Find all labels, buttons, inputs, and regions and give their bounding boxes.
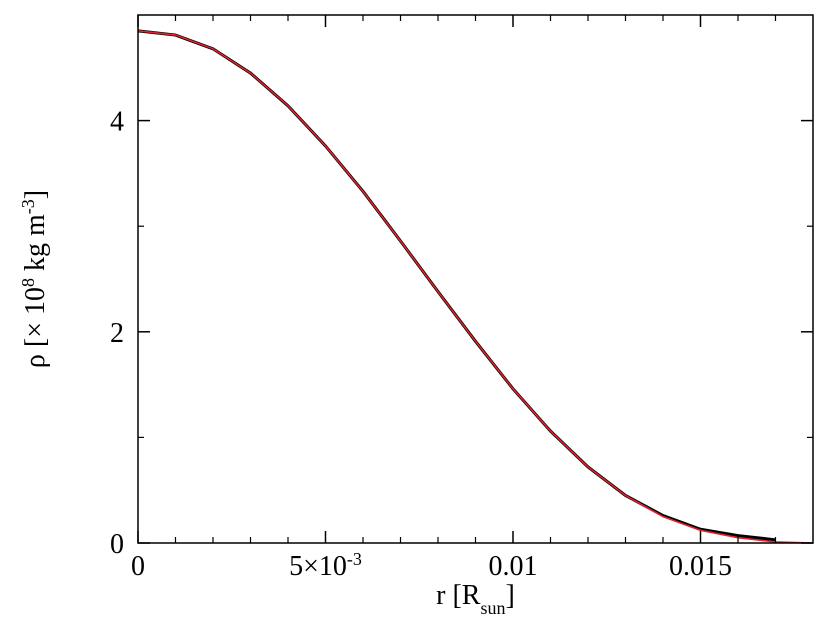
text-segment: kg m <box>20 214 51 278</box>
y-tick-label: 2 <box>110 318 124 349</box>
text-segment: sun <box>480 598 505 618</box>
text-segment: ] <box>20 190 51 199</box>
y-tick-label: 0 <box>110 529 124 560</box>
text-segment: -3 <box>18 199 38 214</box>
x-tick-label: 0.015 <box>669 551 732 582</box>
x-tick-label: 0.01 <box>489 551 538 582</box>
x-tick-label: 0 <box>131 551 145 582</box>
text-segment: r [R <box>436 580 481 611</box>
text-segment: 8 <box>18 278 38 287</box>
data-line <box>137 29 776 542</box>
plot-frame <box>137 14 814 544</box>
y-axis-label: ρ [× 108 kg m-3] <box>18 190 51 368</box>
y-tick-label: 4 <box>110 107 124 138</box>
x-tick-label: 5×10-3 <box>289 549 362 582</box>
text-segment: ρ [× 10 <box>20 287 51 368</box>
text-segment: -3 <box>347 549 362 569</box>
x-axis-label: r [Rsun] <box>436 580 515 618</box>
text-segment: 5×10 <box>289 551 347 582</box>
data-line <box>137 30 814 544</box>
text-segment: ] <box>506 580 515 611</box>
